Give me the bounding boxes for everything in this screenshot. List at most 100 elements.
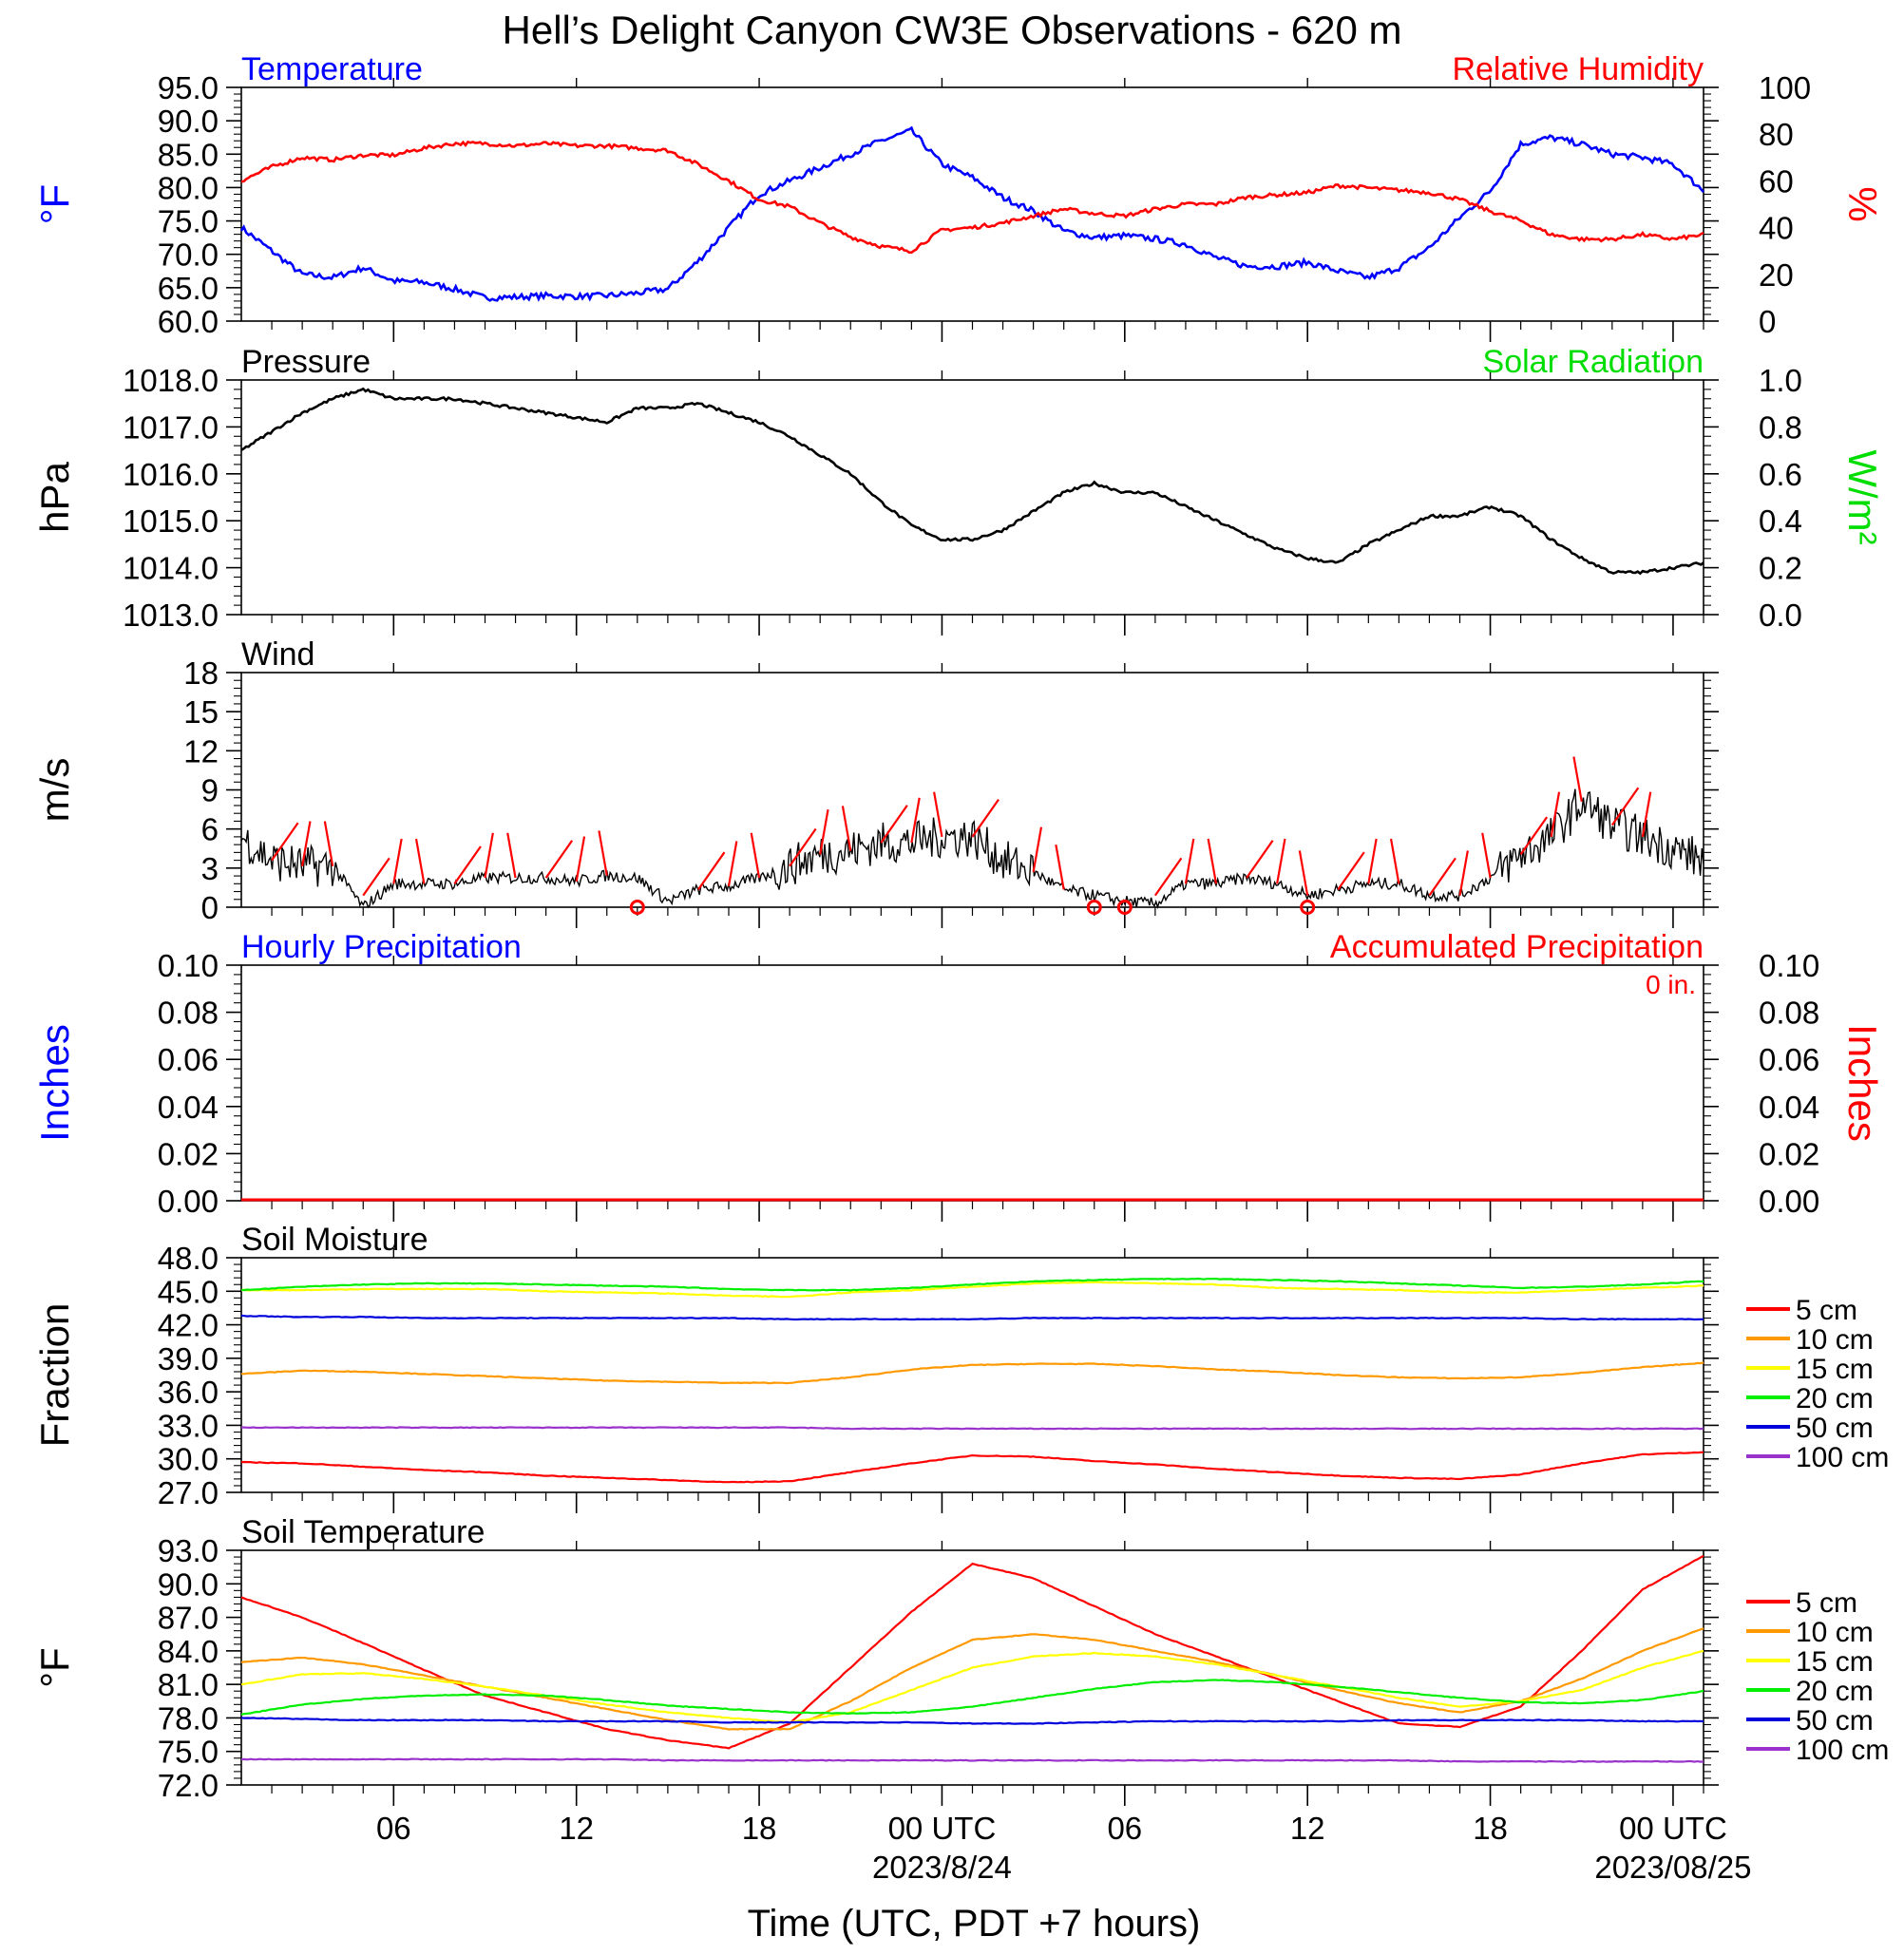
y-tick-label-left: 1015.0: [123, 503, 219, 539]
y-tick-label-left: 84.0: [158, 1634, 219, 1669]
series-100-cm: [240, 1426, 1704, 1431]
series-20-cm: [240, 1277, 1704, 1292]
y-tick-label-left: 90.0: [158, 1566, 219, 1602]
y-tick-label-right: 0.04: [1759, 1090, 1819, 1125]
series-10-cm: [240, 1361, 1704, 1385]
x-axis-label: Time (UTC, PDT +7 hours): [748, 1903, 1201, 1945]
wind-barb: [1367, 838, 1378, 884]
y-tick-label-left: 1017.0: [123, 409, 219, 445]
wind-barb: [323, 821, 334, 866]
y-axis-label-left: Fraction: [32, 1303, 77, 1448]
x-tick-label: 12: [1290, 1811, 1325, 1846]
wind-barb: [1337, 851, 1365, 891]
y-tick-label-left: 0.02: [158, 1136, 219, 1171]
wind-barb: [506, 832, 517, 879]
y-tick-label-left: 90.0: [158, 104, 219, 139]
y-tick-label-left: 0.00: [158, 1184, 219, 1219]
calm-wind-marker: [1300, 900, 1316, 915]
y-axis-label-left: °F: [32, 1647, 77, 1687]
y-axis-label-right: W/m²: [1840, 449, 1885, 544]
y-tick-label-right: 100: [1759, 70, 1811, 105]
y-tick-label-left: 93.0: [158, 1533, 219, 1568]
y-tick-label-right: 80: [1759, 117, 1794, 152]
x-date-label: 2023/8/24: [872, 1850, 1012, 1885]
y-axis-label-left: hPa: [32, 461, 77, 532]
wind-barb: [575, 836, 586, 883]
wind-barb: [841, 806, 852, 851]
y-tick-label-left: 0.10: [158, 948, 219, 983]
y-tick-label-right: 0.02: [1759, 1136, 1819, 1171]
y-tick-label-left: 70.0: [158, 237, 219, 273]
plot-frame-precip: [240, 964, 1704, 1202]
wind-barb: [1610, 787, 1640, 826]
y-tick-label-right: 0.00: [1759, 1184, 1819, 1219]
y-tick-label-right: 0.08: [1759, 996, 1819, 1031]
y-tick-label-right: 0.0: [1759, 598, 1802, 633]
y-tick-label-left: 81.0: [158, 1667, 219, 1702]
wind-barb: [271, 822, 299, 862]
x-tick-label: 00 UTC: [1619, 1811, 1727, 1846]
wind-barb: [392, 838, 403, 884]
calm-wind-marker: [1086, 900, 1102, 915]
y-axis-label-left: m/s: [32, 758, 77, 823]
accum-precip-total: 0 in.: [1646, 970, 1696, 999]
series-100-cm: [240, 1757, 1704, 1763]
y-axis-label-right: %: [1840, 186, 1885, 221]
wind-barb: [789, 827, 817, 867]
wind-barb: [1572, 756, 1583, 803]
x-tick-label: 06: [376, 1811, 411, 1846]
wind-barb: [933, 791, 943, 838]
humidity-line: [240, 140, 1704, 255]
legend-label: 50 cm: [1796, 1705, 1874, 1737]
wind-barb: [1032, 826, 1043, 873]
wind-barb: [819, 808, 829, 855]
y-tick-label-left: 85.0: [158, 137, 219, 172]
x-tick-label: 18: [1473, 1811, 1508, 1846]
wind-barb: [1428, 857, 1457, 897]
y-tick-label-right: 40: [1759, 211, 1794, 246]
y-tick-label-left: 1016.0: [123, 457, 219, 492]
y-tick-label-left: 27.0: [158, 1475, 219, 1510]
y-tick-label-left: 0.08: [158, 996, 219, 1031]
series-50-cm: [240, 1717, 1704, 1725]
panel-title-left: Soil Temperature: [241, 1514, 485, 1550]
wind-barb: [697, 851, 726, 891]
series-5-cm: [240, 1554, 1704, 1750]
panel-title-right: Relative Humidity: [1452, 51, 1704, 87]
wind-barb: [1246, 840, 1274, 879]
panel-title-right: Accumulated Precipitation: [1330, 929, 1704, 965]
wind-barb: [1481, 832, 1492, 879]
pressure-line: [240, 387, 1704, 576]
x-tick-label: 06: [1107, 1811, 1142, 1846]
y-tick-label-left: 0: [201, 890, 219, 925]
wind-barb: [362, 857, 390, 897]
wind-barb: [1153, 857, 1183, 897]
y-tick-label-left: 15: [183, 694, 219, 730]
panel-title-left: Hourly Precipitation: [241, 929, 522, 965]
y-tick-label-left: 12: [183, 733, 219, 769]
series-10-cm: [240, 1627, 1704, 1731]
panel-title-left: Soil Moisture: [241, 1222, 428, 1258]
y-tick-label-left: 33.0: [158, 1408, 219, 1443]
wind-barb: [1276, 838, 1286, 884]
calm-wind-marker: [629, 900, 645, 915]
legend-label: 5 cm: [1796, 1587, 1857, 1619]
y-tick-label-left: 42.0: [158, 1308, 219, 1343]
y-tick-label-right: 0: [1759, 304, 1776, 339]
legend-label: 20 cm: [1796, 1676, 1874, 1707]
panel-title-left: Pressure: [241, 344, 371, 380]
y-tick-label-left: 87.0: [158, 1601, 219, 1636]
legend-label: 100 cm: [1796, 1735, 1889, 1766]
wind-barb: [453, 845, 482, 884]
wind-barb: [727, 841, 738, 886]
y-tick-label-left: 0.04: [158, 1090, 219, 1125]
y-axis-label-left: °F: [32, 184, 77, 224]
y-tick-label-left: 65.0: [158, 271, 219, 306]
x-tick-label: 18: [742, 1811, 777, 1846]
wind-barb: [1458, 850, 1469, 896]
panel-title-left: Wind: [241, 636, 314, 673]
y-tick-label-left: 45.0: [158, 1274, 219, 1309]
wind-barb: [1550, 791, 1561, 838]
series-15-cm: [240, 1281, 1704, 1299]
y-tick-label-left: 95.0: [158, 70, 219, 105]
